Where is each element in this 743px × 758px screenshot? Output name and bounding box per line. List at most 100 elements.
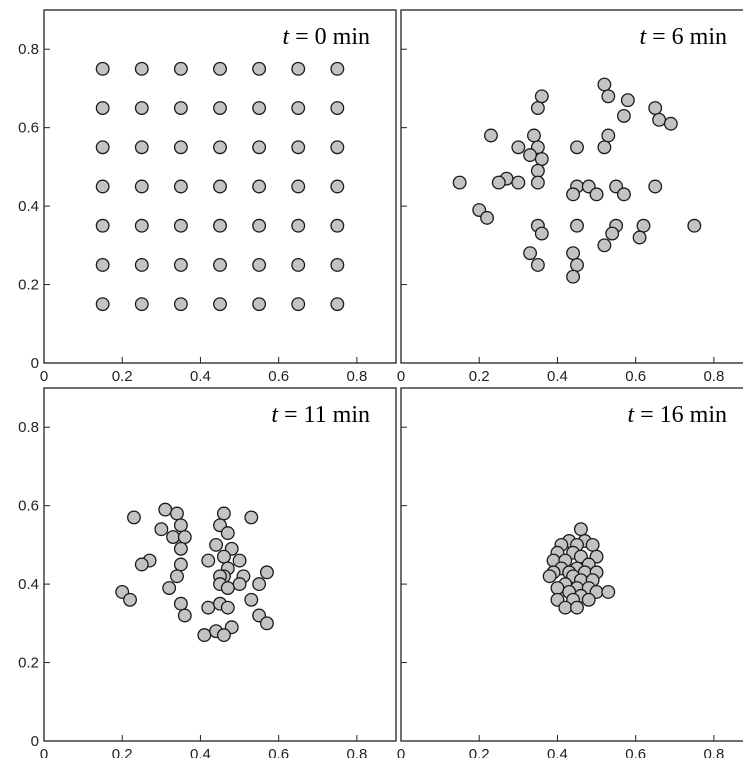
data-point <box>291 218 306 233</box>
data-point <box>648 101 663 116</box>
panel-title: t = 0 min <box>282 24 370 50</box>
data-point <box>632 230 647 245</box>
data-point <box>523 246 538 261</box>
data-point <box>220 526 235 541</box>
x-tick-label: 0.8 <box>703 746 724 758</box>
data-point <box>173 557 188 572</box>
data-point <box>452 175 467 190</box>
data-point <box>597 140 612 155</box>
panel-title-variable: t <box>627 402 635 428</box>
panel-title-text: = 11 min <box>278 402 370 428</box>
data-point <box>330 140 345 155</box>
panel-title: t = 16 min <box>627 402 727 428</box>
x-tick-label: 0 <box>397 746 405 758</box>
data-point <box>570 257 584 272</box>
x-tick-label: 0.8 <box>346 746 367 758</box>
data-point <box>154 522 169 537</box>
data-point <box>291 140 306 155</box>
data-point <box>134 140 149 155</box>
x-tick-label: 0.2 <box>469 368 490 385</box>
data-point <box>95 140 110 155</box>
x-tick-label: 0.6 <box>268 746 289 758</box>
panel-title-variable: t <box>271 402 279 428</box>
data-point <box>601 585 616 599</box>
data-point <box>530 163 545 178</box>
x-tick-label: 0 <box>397 368 405 385</box>
data-point <box>252 61 267 76</box>
data-point <box>173 218 188 233</box>
panel-frame <box>400 387 743 742</box>
data-point <box>542 569 557 584</box>
data-point <box>511 175 526 190</box>
data-point <box>330 101 345 116</box>
data-point <box>252 297 267 312</box>
data-point <box>252 101 267 116</box>
y-tick-label: 0.8 <box>18 41 39 58</box>
data-point <box>687 218 702 233</box>
data-point <box>291 61 306 76</box>
data-point <box>244 510 259 525</box>
data-point <box>201 600 216 615</box>
data-point <box>216 506 231 521</box>
data-point <box>213 257 227 272</box>
data-point <box>252 577 267 592</box>
data-point <box>330 61 345 76</box>
data-point <box>170 569 184 584</box>
panel-title: t = 6 min <box>639 24 727 50</box>
scatter-panel-1: 0 0.2 0.4 0.6 0.8 0 0.2 0.4 0.6 0.8 t = 0 min <box>18 9 397 385</box>
data-point <box>244 592 259 607</box>
data-point <box>173 179 188 194</box>
panel-frame <box>43 9 397 364</box>
data-point <box>616 108 631 123</box>
data-point <box>291 179 306 194</box>
scatter-panel-3: 0 0.2 0.4 0.6 0.8 0 0.2 0.4 0.6 0.8 t = 11 min <box>18 387 397 758</box>
data-point <box>95 61 110 76</box>
data-point <box>570 140 584 155</box>
scatter-panel-2: 0 0.2 0.4 0.6 0.8 t = 6 min <box>397 9 743 385</box>
y-tick-label: 0.6 <box>18 120 39 137</box>
x-tick-label: 0 <box>40 368 48 385</box>
data-point <box>601 89 616 104</box>
data-point <box>511 140 526 155</box>
data-point <box>480 210 494 225</box>
data-point <box>330 257 345 272</box>
data-point <box>648 179 663 194</box>
x-tick-label: 0.6 <box>625 368 646 385</box>
data-point <box>601 128 616 143</box>
data-point <box>173 101 188 116</box>
data-point <box>232 553 247 568</box>
y-tick-label: 0 <box>31 355 39 372</box>
data-point <box>216 628 231 643</box>
data-point <box>573 522 588 537</box>
data-point <box>123 592 137 607</box>
data-point <box>166 530 181 544</box>
data-point <box>134 179 149 194</box>
x-tick-label: 0 <box>40 746 48 758</box>
data-point <box>252 218 267 233</box>
x-tick-label: 0.4 <box>547 746 568 758</box>
data-point <box>570 600 584 615</box>
data-point <box>252 140 267 155</box>
data-point <box>570 218 584 233</box>
panel-title-text: = 0 min <box>289 24 370 50</box>
data-point <box>213 61 227 76</box>
data-point <box>597 238 612 253</box>
data-point <box>530 101 545 116</box>
scatter-panel-4: 0 0.2 0.4 0.6 0.8 t = 16 min <box>397 387 743 758</box>
data-point <box>585 537 600 552</box>
y-tick-label: 0.2 <box>18 277 39 294</box>
data-point <box>534 152 549 166</box>
data-point <box>209 537 224 552</box>
data-point <box>173 140 188 155</box>
data-point <box>566 246 581 261</box>
panel-frame <box>43 387 397 742</box>
data-point <box>162 581 177 595</box>
data-point <box>213 140 227 155</box>
x-tick-label: 0.4 <box>190 368 211 385</box>
data-point <box>259 616 274 631</box>
data-point <box>291 297 306 312</box>
data-point <box>330 179 345 194</box>
data-point <box>252 257 267 272</box>
data-point <box>252 179 267 194</box>
